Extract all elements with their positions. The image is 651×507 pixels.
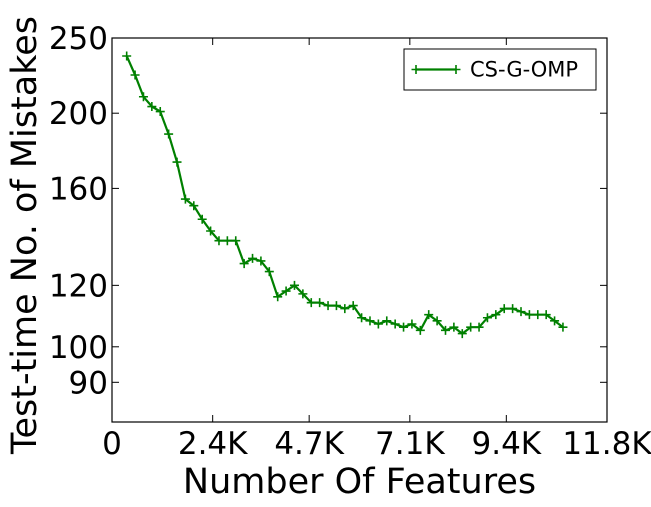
- data-point-marker: [172, 157, 182, 167]
- legend-marker: [451, 65, 461, 74]
- data-point-marker: [482, 313, 492, 323]
- data-point-marker: [138, 92, 148, 102]
- data-point-marker: [440, 325, 450, 335]
- data-point-marker: [541, 310, 551, 320]
- y-tick-label: 160: [49, 171, 108, 207]
- data-point-marker: [197, 214, 207, 224]
- data-point-marker: [206, 226, 216, 236]
- y-tick-label: 90: [69, 365, 108, 401]
- series-line: [125, 55, 564, 335]
- data-point-marker: [491, 310, 501, 320]
- data-point-marker: [415, 325, 425, 335]
- y-tick-label: 200: [49, 96, 108, 132]
- data-point-marker: [298, 289, 308, 299]
- legend: CS-G-OMP: [403, 48, 597, 91]
- data-point-marker: [239, 259, 249, 269]
- data-point-marker: [474, 322, 484, 332]
- y-tick-label: 100: [49, 330, 108, 366]
- legend-label: CS-G-OMP: [470, 58, 578, 82]
- data-point-marker: [399, 322, 409, 332]
- data-point-marker: [180, 194, 190, 204]
- data-point-marker: [390, 319, 400, 329]
- data-point-marker: [122, 51, 132, 61]
- data-point-marker: [189, 201, 199, 211]
- x-tick-label: 4.7K: [274, 426, 344, 462]
- legend-marker-group: [411, 65, 461, 74]
- data-point-marker: [264, 267, 274, 277]
- data-point-marker: [407, 319, 417, 329]
- data-point-marker: [306, 298, 316, 308]
- data-point-marker: [516, 307, 526, 317]
- data-point-marker: [508, 304, 518, 314]
- data-point-marker: [214, 236, 224, 246]
- data-point-marker: [373, 319, 383, 329]
- data-point-marker: [432, 316, 442, 326]
- data-point-marker: [382, 316, 392, 326]
- data-point-marker: [331, 301, 341, 311]
- data-point-marker: [550, 316, 560, 326]
- data-point-marker: [222, 236, 232, 246]
- data-point-marker: [323, 301, 333, 311]
- data-point-marker: [340, 304, 350, 314]
- y-tick-label: 120: [49, 268, 108, 304]
- data-point-marker: [558, 322, 568, 332]
- data-point-marker: [466, 322, 476, 332]
- plot-frame: [111, 37, 608, 423]
- data-point-marker: [281, 286, 291, 296]
- data-point-marker: [457, 329, 467, 339]
- data-point-marker: [273, 292, 283, 302]
- x-tick-label: 2.4K: [178, 426, 248, 462]
- data-point-marker: [499, 304, 509, 314]
- data-point-marker: [365, 316, 375, 326]
- data-point-marker: [289, 280, 299, 290]
- y-tick-label: 250: [49, 21, 108, 57]
- data-point-marker: [256, 256, 266, 266]
- data-point-marker: [164, 129, 174, 139]
- data-point-marker: [533, 310, 543, 320]
- legend-marker: [411, 65, 421, 74]
- x-axis-title: Number Of Features: [183, 462, 536, 502]
- x-tick-label: 9.4K: [472, 426, 542, 462]
- data-point-marker: [248, 253, 258, 263]
- data-point-marker: [424, 310, 434, 320]
- data-point-marker: [348, 301, 358, 311]
- data-point-marker: [449, 322, 459, 332]
- data-point-marker: [524, 310, 534, 320]
- marks-layer: [122, 51, 568, 339]
- data-point-marker: [147, 102, 157, 112]
- data-point-marker: [315, 298, 325, 308]
- x-tick-label: 11.8K: [562, 426, 651, 462]
- data-point-marker: [130, 70, 140, 80]
- data-point-marker: [231, 236, 241, 246]
- data-point-marker: [357, 313, 367, 323]
- y-axis-title: Test-time No. of Mistakes: [5, 16, 45, 455]
- data-point-marker: [155, 107, 165, 117]
- x-tick-label: 0: [102, 426, 122, 462]
- x-tick-label: 7.1K: [375, 426, 445, 462]
